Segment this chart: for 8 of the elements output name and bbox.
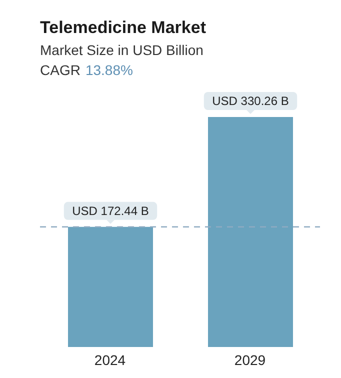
x-tick-label: 2024 <box>94 352 126 368</box>
chart-subtitle: Market Size in USD Billion <box>40 42 204 58</box>
data-label: USD 330.26 B <box>212 94 289 108</box>
chart-title: Telemedicine Market <box>40 18 206 38</box>
text: CAGR <box>40 62 80 78</box>
data-label: USD 172.44 B <box>72 204 149 218</box>
text: 13.88% <box>85 62 133 78</box>
x-tick-label: 2029 <box>234 352 266 368</box>
